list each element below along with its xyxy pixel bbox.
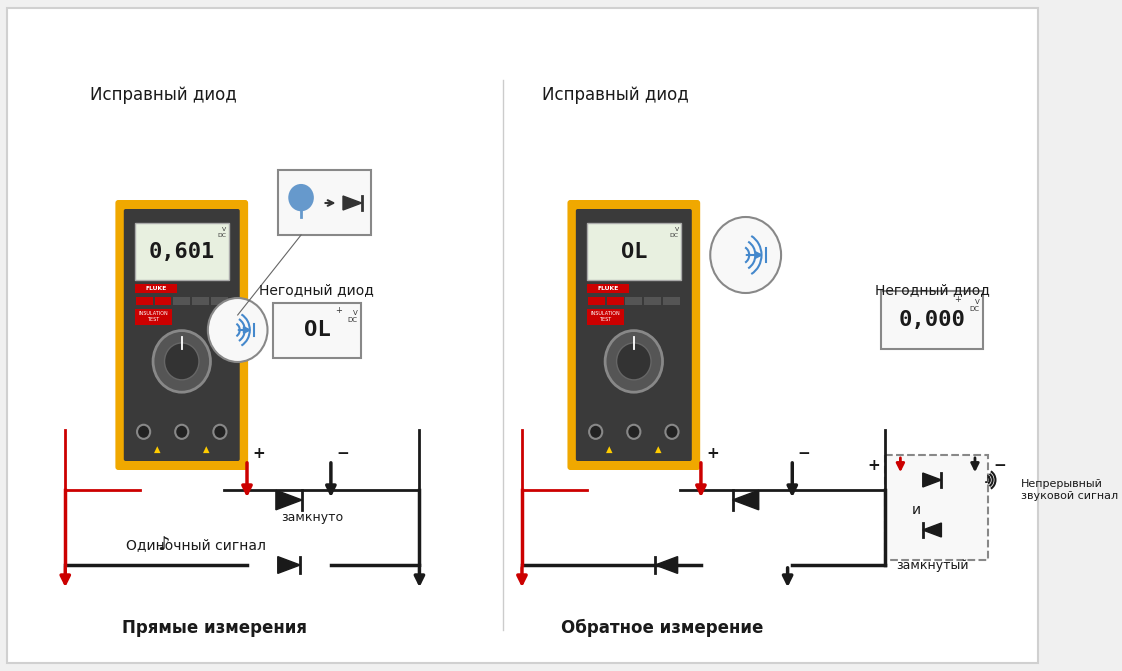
Polygon shape (276, 491, 302, 510)
FancyBboxPatch shape (278, 170, 371, 235)
FancyBboxPatch shape (211, 297, 228, 305)
Text: INSULATION
TEST: INSULATION TEST (138, 311, 168, 322)
Text: +: + (707, 446, 719, 460)
Text: ▲: ▲ (203, 445, 210, 454)
Circle shape (175, 425, 188, 439)
Text: Непрерывный
звуковой сигнал: Непрерывный звуковой сигнал (1021, 479, 1118, 501)
FancyBboxPatch shape (192, 297, 209, 305)
Polygon shape (655, 557, 678, 574)
FancyBboxPatch shape (588, 297, 605, 305)
Text: OL: OL (304, 320, 330, 340)
Text: FLUKE: FLUKE (597, 286, 618, 291)
FancyBboxPatch shape (576, 209, 692, 461)
Circle shape (165, 343, 199, 380)
FancyBboxPatch shape (135, 309, 172, 325)
Text: Прямые измерения: Прямые измерения (122, 619, 307, 637)
Text: OL: OL (620, 242, 647, 262)
Polygon shape (922, 473, 941, 487)
Text: V
DC: V DC (218, 227, 227, 238)
Polygon shape (343, 196, 361, 210)
Text: ♪: ♪ (157, 535, 169, 554)
Circle shape (589, 425, 603, 439)
Text: V
DC: V DC (348, 310, 358, 323)
Circle shape (208, 298, 267, 362)
FancyBboxPatch shape (155, 297, 172, 305)
Text: Негодный диод: Негодный диод (875, 283, 990, 297)
FancyBboxPatch shape (625, 297, 642, 305)
FancyBboxPatch shape (568, 200, 700, 470)
Polygon shape (922, 523, 941, 537)
Text: V
DC: V DC (670, 227, 679, 238)
Text: 0,601: 0,601 (148, 242, 215, 262)
FancyBboxPatch shape (663, 297, 680, 305)
FancyBboxPatch shape (587, 309, 624, 325)
Text: +: + (867, 458, 880, 472)
FancyBboxPatch shape (587, 285, 629, 293)
Text: ▲: ▲ (154, 445, 160, 454)
Text: Исправный диод: Исправный диод (542, 86, 689, 104)
FancyBboxPatch shape (173, 297, 191, 305)
Text: INSULATION
TEST: INSULATION TEST (590, 311, 620, 322)
Text: −: − (337, 446, 349, 460)
Text: замкнутый: замкнутый (895, 558, 968, 572)
Circle shape (153, 331, 211, 393)
Text: Негодный диод: Негодный диод (259, 283, 375, 297)
Text: ▲: ▲ (655, 445, 662, 454)
Circle shape (627, 425, 641, 439)
FancyBboxPatch shape (123, 209, 240, 461)
FancyBboxPatch shape (8, 8, 1038, 663)
FancyBboxPatch shape (135, 285, 177, 293)
FancyBboxPatch shape (136, 297, 153, 305)
Circle shape (665, 425, 679, 439)
FancyBboxPatch shape (644, 297, 661, 305)
Polygon shape (733, 491, 758, 510)
Polygon shape (278, 557, 300, 574)
Text: −: − (994, 458, 1006, 472)
Text: Исправный диод: Исправный диод (90, 86, 237, 104)
FancyBboxPatch shape (881, 291, 983, 349)
Circle shape (137, 425, 150, 439)
Text: FLUKE: FLUKE (146, 286, 167, 291)
Text: Обратное измерение: Обратное измерение (561, 619, 763, 637)
FancyBboxPatch shape (885, 455, 988, 560)
Circle shape (710, 217, 781, 293)
Text: ▲: ▲ (606, 445, 613, 454)
FancyBboxPatch shape (607, 297, 624, 305)
Text: +: + (335, 306, 342, 315)
FancyBboxPatch shape (273, 303, 361, 358)
FancyBboxPatch shape (135, 223, 229, 280)
Text: замкнуто: замкнуто (282, 511, 343, 525)
Text: и: и (912, 503, 921, 517)
Circle shape (213, 425, 227, 439)
FancyBboxPatch shape (587, 223, 681, 280)
Text: 0,000: 0,000 (899, 310, 966, 330)
Text: V
DC: V DC (969, 299, 980, 312)
Circle shape (617, 343, 651, 380)
Text: +: + (252, 446, 265, 460)
FancyBboxPatch shape (116, 200, 248, 470)
Text: Одиночный сигнал: Одиночный сигнал (126, 538, 266, 552)
Text: −: − (798, 446, 810, 460)
Text: +: + (955, 295, 962, 303)
Text: ♪: ♪ (983, 475, 990, 485)
Circle shape (605, 331, 662, 393)
Circle shape (289, 185, 313, 210)
